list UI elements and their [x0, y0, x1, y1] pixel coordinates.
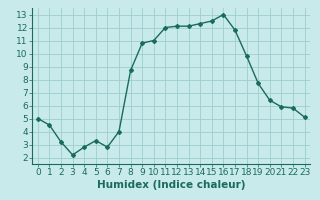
X-axis label: Humidex (Indice chaleur): Humidex (Indice chaleur)	[97, 180, 245, 190]
